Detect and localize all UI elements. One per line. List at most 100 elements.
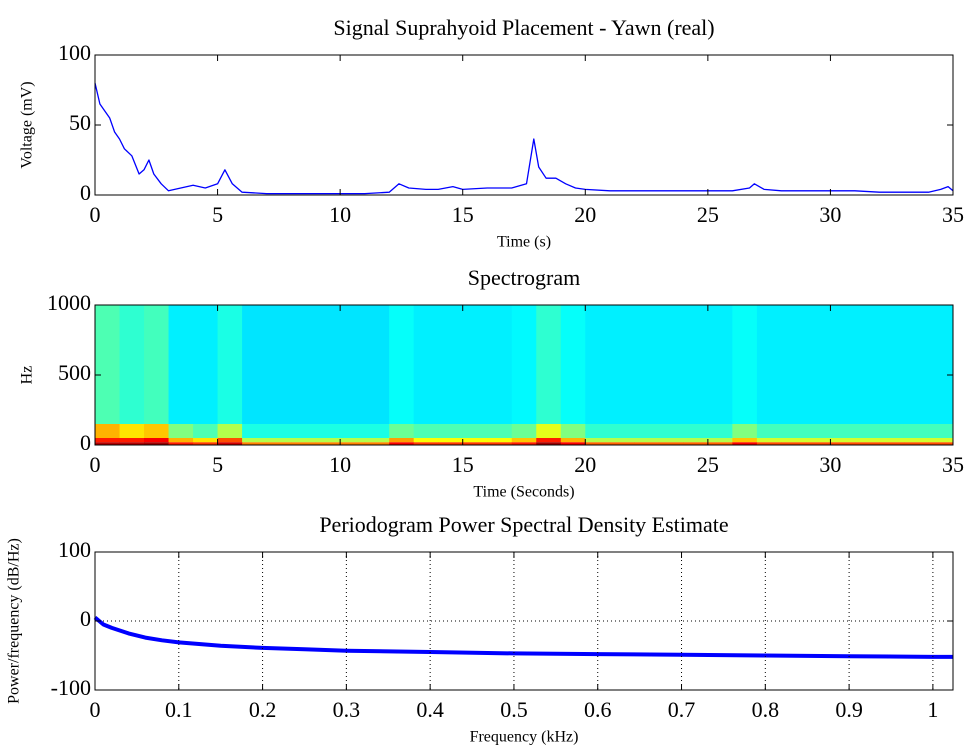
heatmap-cell <box>119 424 145 438</box>
heatmap-cell <box>805 442 831 445</box>
heatmap-cell <box>756 305 782 424</box>
x-tick-label: 0 <box>90 452 101 477</box>
y-axis-label: Hz <box>19 366 36 385</box>
heatmap-cell <box>903 305 929 424</box>
heatmap-cell <box>609 424 635 438</box>
heatmap-cell <box>536 424 562 438</box>
heatmap-cell <box>903 438 929 443</box>
heatmap-cell <box>340 442 366 445</box>
heatmap-cell <box>291 424 317 438</box>
heatmap-cell <box>707 305 733 424</box>
x-tick-label: 25 <box>697 452 719 477</box>
chart-title: Signal Suprahyoid Placement - Yawn (real… <box>333 15 714 40</box>
x-tick-label: 10 <box>329 202 351 227</box>
x-axis-label: Frequency (kHz) <box>470 729 579 746</box>
heatmap-cell <box>928 438 954 443</box>
heatmap-cell <box>756 438 782 443</box>
heatmap-cell <box>340 424 366 438</box>
heatmap-cell <box>683 442 709 445</box>
heatmap-cell <box>805 438 831 443</box>
y-tick-label: 1000 <box>47 290 91 315</box>
x-tick-label: 25 <box>697 202 719 227</box>
heatmap-cell <box>658 424 684 438</box>
heatmap-cell <box>511 305 537 424</box>
heatmap-cell <box>511 424 537 438</box>
heatmap-cell <box>536 442 562 445</box>
heatmap-cell <box>438 424 464 438</box>
heatmap-cell <box>193 442 219 445</box>
heatmap-cell <box>144 424 170 438</box>
heatmap-cell <box>854 305 880 424</box>
x-tick-label: 30 <box>819 202 841 227</box>
heatmap-cell <box>732 424 758 438</box>
heatmap-cell <box>609 442 635 445</box>
heatmap-cell <box>119 442 145 445</box>
heatmap-cell <box>830 442 856 445</box>
heatmap-cell <box>805 424 831 438</box>
heatmap-cell <box>462 442 488 445</box>
x-tick-label: 20 <box>574 202 596 227</box>
heatmap-cell <box>634 442 660 445</box>
heatmap-cell <box>683 438 709 443</box>
heatmap-cell <box>928 424 954 438</box>
heatmap-cell <box>756 442 782 445</box>
y-tick-label: 100 <box>58 40 91 65</box>
heatmap-cell <box>487 438 513 443</box>
heatmap-cell <box>487 305 513 424</box>
x-tick-label: 0.2 <box>249 697 277 722</box>
axes-box <box>94 54 954 196</box>
heatmap-cell <box>585 438 611 443</box>
heatmap-cell <box>168 424 194 438</box>
x-tick-label: 5 <box>212 202 223 227</box>
heatmap-cell <box>462 438 488 443</box>
y-tick-label: 0 <box>80 606 91 631</box>
heatmap-cell <box>487 424 513 438</box>
heatmap-cell <box>609 438 635 443</box>
x-tick-label: 0.9 <box>835 697 863 722</box>
heatmap-cell <box>462 305 488 424</box>
heatmap-cell <box>536 438 562 443</box>
heatmap-cell <box>291 305 317 424</box>
heatmap-cell <box>242 305 268 424</box>
heatmap-cell <box>315 442 341 445</box>
heatmap-cell <box>217 424 243 438</box>
x-tick-label: 15 <box>452 202 474 227</box>
heatmap-cell <box>217 305 243 424</box>
heatmap-cell <box>854 442 880 445</box>
x-tick-label: 0 <box>90 202 101 227</box>
heatmap-cell <box>879 305 905 424</box>
x-axis-label: Time (Seconds) <box>473 484 574 501</box>
heatmap-cell <box>95 442 121 445</box>
x-tick-label: 1 <box>927 697 938 722</box>
heatmap-cell <box>193 438 219 443</box>
heatmap-cell <box>634 438 660 443</box>
heatmap-cell <box>879 442 905 445</box>
heatmap-cell <box>315 305 341 424</box>
heatmap-cell <box>389 438 415 443</box>
heatmap-cell <box>781 424 807 438</box>
heatmap-cell <box>389 424 415 438</box>
x-tick-label: 0.5 <box>500 697 528 722</box>
heatmap-cell <box>560 438 586 443</box>
heatmap-cell <box>144 438 170 443</box>
y-tick-label: 500 <box>58 360 91 385</box>
heatmap-cell <box>364 442 390 445</box>
heatmap-cell <box>266 438 292 443</box>
heatmap-cell <box>805 305 831 424</box>
heatmap-cell <box>732 442 758 445</box>
heatmap-cell <box>879 424 905 438</box>
y-tick-label: 100 <box>58 537 91 562</box>
data-line <box>94 82 954 195</box>
heatmap-cell <box>879 438 905 443</box>
heatmap-cell <box>438 305 464 424</box>
heatmap-cell <box>193 305 219 424</box>
heatmap-cell <box>928 305 954 424</box>
x-axis-label: Time (s) <box>497 234 551 251</box>
heatmap-cell <box>364 438 390 443</box>
heatmap-cell <box>413 442 439 445</box>
heatmap-cell <box>95 305 121 424</box>
x-tick-label: 15 <box>452 452 474 477</box>
heatmap-cell <box>560 424 586 438</box>
heatmap-cell <box>119 438 145 443</box>
